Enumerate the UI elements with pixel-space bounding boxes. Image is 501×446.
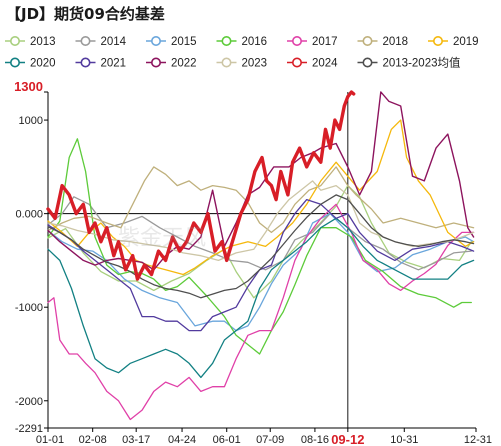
legend-label: 2017 [312,36,338,48]
legend-item-2021[interactable]: 2021 [75,57,127,70]
legend-label: 2013-2023均值 [383,57,461,70]
legend-label: 2022 [171,58,197,70]
x-tick-label: 06-01 [213,434,241,446]
legend-label: 2019 [453,36,479,48]
watermark: 紫金天风 [118,226,206,251]
y-tick-label: -1000 [15,302,43,314]
legend-item-2013[interactable]: 2013 [5,35,56,48]
series-line-2013-2023均值 [47,194,475,299]
x-tick-label: 01-01 [36,434,64,446]
legend-item-2024[interactable]: 2024 [287,57,338,70]
y-tick-label: 1300 [14,79,43,94]
series-line-2020 [47,217,475,379]
legend-marker [221,57,232,68]
x-tick-label: 02-08 [79,434,107,446]
x-tick-label: 03-17 [122,434,150,446]
x-tick-label: 09-12 [331,432,364,446]
series-line-2019 [47,119,475,276]
legend-item-2022[interactable]: 2022 [146,57,197,70]
x-axis: 01-01 02-08 03-17 04-24 06-01 07-09 08-16 09-12… [36,428,492,446]
legend-marker [151,57,162,68]
legend-item-2017[interactable]: 2017 [287,35,338,48]
legend-item-2018[interactable]: 2018 [357,35,409,48]
legend-marker [291,35,302,46]
x-tick-label: 10-31 [390,434,418,446]
plot-area [46,90,476,429]
legend-marker [291,57,302,68]
y-tick-label: -2291 [15,423,43,435]
legend-item-2015[interactable]: 2015 [146,35,197,48]
legend-marker [10,35,20,46]
legend-label: 2024 [312,58,338,70]
legend-item-2020[interactable]: 2020 [5,57,56,70]
legend-label: 2014 [101,36,127,48]
series-line-2016 [47,138,472,355]
legend-label: 2020 [30,58,56,70]
legend-marker [80,57,91,68]
series-line-2021 [47,198,475,332]
y-tick-label: 1000 [19,115,43,127]
legend-item-2023[interactable]: 2023 [216,57,268,70]
legend-item-2014[interactable]: 2014 [75,35,127,48]
legend-item-2013-2023均值[interactable]: 2013-2023均值 [357,57,461,70]
y-tick-label: 0.000 [15,209,43,221]
legend-label: 2023 [242,58,268,70]
series-line-2013 [47,184,472,299]
legend-marker [10,57,20,68]
y-axis: 1300 1000 0.000 -1000 -2000 -2291 [14,79,48,435]
legend: 2013 2014 2015 2016 2017 2018 2019 2020 2021 2022… [5,35,479,70]
series-line-2017 [47,203,475,421]
x-tick-label: 08-16 [301,434,329,446]
legend-marker [80,35,91,46]
x-tick-label: 12-31 [464,434,492,446]
series-line-2018 [47,166,475,234]
series-line-2015 [47,212,475,332]
legend-marker [362,57,373,68]
legend-label: 2016 [242,36,268,48]
series-line-2024 [46,90,356,281]
chart-title: 【JD】期货09合约基差 [6,5,165,23]
legend-label: 2013 [30,36,56,48]
legend-item-2016[interactable]: 2016 [216,35,268,48]
x-tick-label: 04-24 [168,434,196,446]
series-line-2014 [47,196,472,271]
legend-marker [362,35,373,46]
legend-label: 2015 [171,36,197,48]
legend-item-2019[interactable]: 2019 [428,35,479,48]
legend-marker [432,35,443,46]
legend-label: 2021 [101,58,127,70]
y-tick-label: -2000 [15,396,43,408]
legend-label: 2018 [383,36,409,48]
legend-marker [221,35,232,46]
x-tick-label: 07-09 [256,434,284,446]
legend-marker [151,35,162,46]
